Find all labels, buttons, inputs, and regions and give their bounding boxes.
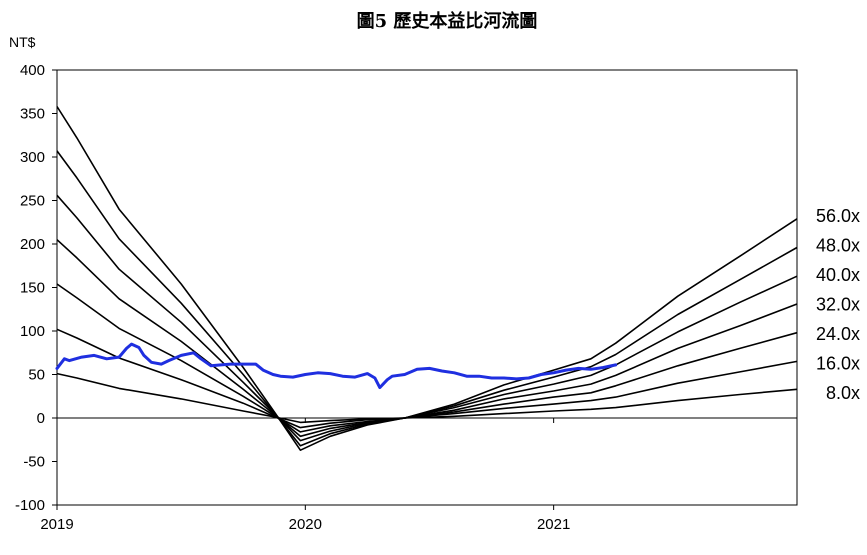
band-label: 48.0x bbox=[816, 236, 860, 256]
y-tick-label: -100 bbox=[15, 497, 45, 514]
y-tick-label: 0 bbox=[37, 410, 45, 427]
band-label: 16.0x bbox=[816, 354, 860, 374]
band-label: 24.0x bbox=[816, 324, 860, 344]
y-tick-label: 50 bbox=[28, 367, 45, 384]
band-label: 56.0x bbox=[816, 206, 860, 226]
x-tick-label: 2021 bbox=[537, 516, 570, 533]
plot-area bbox=[56, 69, 798, 506]
axes-layer: -100 -50 0 50 100 150 200 250 300 350 400 2019 2020 2… bbox=[15, 62, 797, 533]
y-tick-label: 100 bbox=[20, 323, 45, 340]
pe-bands-layer bbox=[56, 106, 798, 452]
y-tick-label: 250 bbox=[20, 193, 45, 210]
y-tick-label: 200 bbox=[20, 236, 45, 253]
band-labels-layer: 56.0x 48.0x 40.0x 32.0x 24.0x 16.0x 8.0x bbox=[816, 206, 860, 403]
price-layer bbox=[55, 342, 618, 390]
pe-band-line bbox=[56, 283, 798, 433]
x-tick-label: 2020 bbox=[289, 516, 322, 533]
x-tick-label: 2019 bbox=[40, 516, 73, 533]
y-tick-label: 150 bbox=[20, 280, 45, 297]
band-label: 8.0x bbox=[826, 383, 860, 403]
y-tick-label: 350 bbox=[20, 106, 45, 123]
chart-title: 圖5 歷史本益比河流圖 bbox=[357, 10, 538, 32]
y-tick-label: -50 bbox=[23, 454, 45, 471]
y-tick-label: 300 bbox=[20, 149, 45, 166]
band-label: 40.0x bbox=[816, 265, 860, 285]
pe-band-line bbox=[56, 372, 798, 424]
y-tick-label: 400 bbox=[20, 62, 45, 79]
y-axis-unit-label: NT$ bbox=[9, 34, 36, 50]
price-line bbox=[55, 342, 618, 390]
band-label: 32.0x bbox=[816, 295, 860, 315]
